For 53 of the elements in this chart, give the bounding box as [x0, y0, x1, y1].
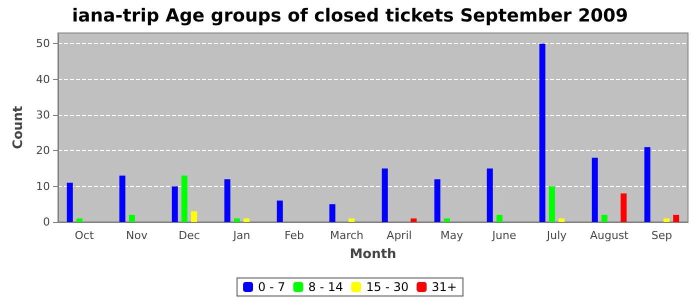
bar	[76, 218, 82, 222]
x-axis-title: Month	[350, 247, 396, 262]
bar	[224, 179, 230, 222]
x-tick-label: Feb	[284, 229, 304, 242]
bar	[329, 204, 336, 222]
bar	[181, 176, 188, 222]
x-tick-label: June	[491, 229, 516, 242]
x-tick-label: Sep	[651, 229, 672, 242]
bar	[234, 218, 240, 222]
x-tick-label: May	[440, 229, 464, 242]
y-tick-label: 30	[36, 108, 50, 122]
bar	[664, 218, 670, 222]
x-tick-label: Jan	[232, 229, 250, 242]
x-tick-label: August	[590, 229, 630, 242]
bar	[191, 211, 198, 222]
x-tick-label: April	[386, 229, 412, 242]
legend-label: 31+	[432, 280, 457, 294]
y-tick-label: 0	[43, 216, 50, 228]
bar	[410, 218, 417, 222]
bar	[496, 214, 502, 222]
bar	[644, 147, 650, 222]
bar	[601, 214, 608, 222]
x-tick-label: Dec	[178, 229, 200, 242]
y-tick-label: 10	[36, 180, 50, 193]
x-tick-label: March	[330, 229, 364, 242]
bar	[172, 186, 178, 222]
bar	[348, 218, 355, 222]
bar	[244, 218, 250, 222]
bar	[620, 193, 627, 222]
bar	[382, 168, 388, 222]
y-axis-title: Count	[11, 106, 26, 150]
bar	[444, 218, 450, 222]
bar	[673, 214, 680, 222]
bar	[539, 44, 546, 222]
chart-title: iana-trip Age groups of closed tickets September 2009	[72, 6, 628, 26]
x-tick-label: Oct	[74, 229, 94, 242]
bar	[119, 176, 126, 222]
y-tick-label: 40	[36, 72, 50, 86]
bar	[128, 214, 135, 222]
bar	[592, 158, 598, 222]
bar	[434, 179, 440, 222]
bar	[558, 218, 565, 222]
legend-label: 8 - 14	[308, 280, 344, 294]
y-tick-label: 50	[36, 37, 50, 50]
bar	[486, 168, 493, 222]
bar	[276, 200, 283, 222]
y-tick-label: 20	[36, 144, 50, 158]
x-tick-label: Nov	[126, 229, 148, 242]
legend-label: 15 - 30	[366, 280, 409, 294]
bar	[66, 182, 73, 222]
legend-label: 0 - 7	[258, 280, 286, 294]
x-tick-label: July	[546, 229, 568, 242]
bar	[548, 186, 555, 222]
